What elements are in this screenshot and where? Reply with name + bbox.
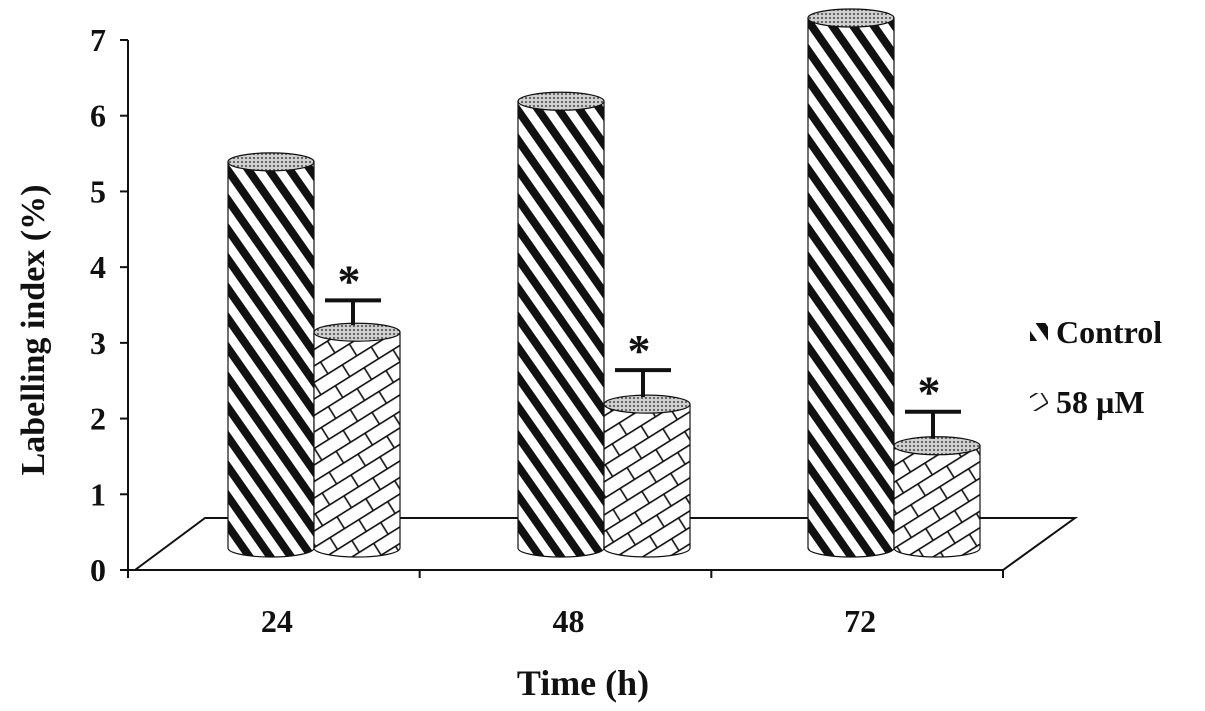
y-tick-label: 7: [90, 22, 106, 58]
y-tick-label: 5: [90, 173, 106, 209]
y-tick-label: 3: [90, 325, 106, 361]
legend-swatch: [1030, 393, 1048, 411]
bar: *: [893, 367, 981, 558]
bar-body: [313, 331, 401, 558]
legend-label: Control: [1056, 314, 1162, 350]
significance-marker: *: [628, 325, 651, 376]
x-tick-label: 24: [261, 603, 293, 639]
y-axis-label: Labelling index (%): [15, 185, 52, 476]
bar-cap: [313, 322, 401, 342]
bar-cap: [807, 8, 895, 28]
bar-body: [227, 161, 315, 558]
x-tick-label: 72: [844, 603, 876, 639]
bar: *: [603, 325, 691, 558]
bar-body: [807, 17, 895, 558]
axes: 0 1 2 3 4 5 6 7 24 48 72: [90, 22, 1004, 639]
y-tick-label: 4: [90, 249, 106, 285]
bar-body: [517, 100, 605, 558]
legend-swatch: [1030, 323, 1048, 341]
y-tick-label: 2: [90, 401, 106, 437]
bar: [807, 8, 895, 558]
bar-body: [893, 445, 981, 558]
bar: [227, 152, 315, 558]
bar-cap: [603, 394, 691, 414]
legend: Control 58 µM: [1030, 314, 1162, 420]
y-tick-label: 0: [90, 552, 106, 588]
bar: [517, 91, 605, 558]
significance-marker: *: [918, 367, 941, 418]
bars: * * *: [227, 8, 981, 558]
bar-cap: [893, 436, 981, 456]
significance-marker: *: [338, 255, 361, 306]
bar-cap: [227, 152, 315, 172]
bar-body: [603, 403, 691, 558]
legend-label: 58 µM: [1056, 384, 1145, 420]
bar-cap: [517, 91, 605, 111]
x-axis-label: Time (h): [517, 663, 649, 703]
x-tick-label: 48: [553, 603, 585, 639]
bar: *: [313, 255, 401, 558]
y-tick-label: 1: [90, 476, 106, 512]
y-tick-label: 6: [90, 98, 106, 134]
